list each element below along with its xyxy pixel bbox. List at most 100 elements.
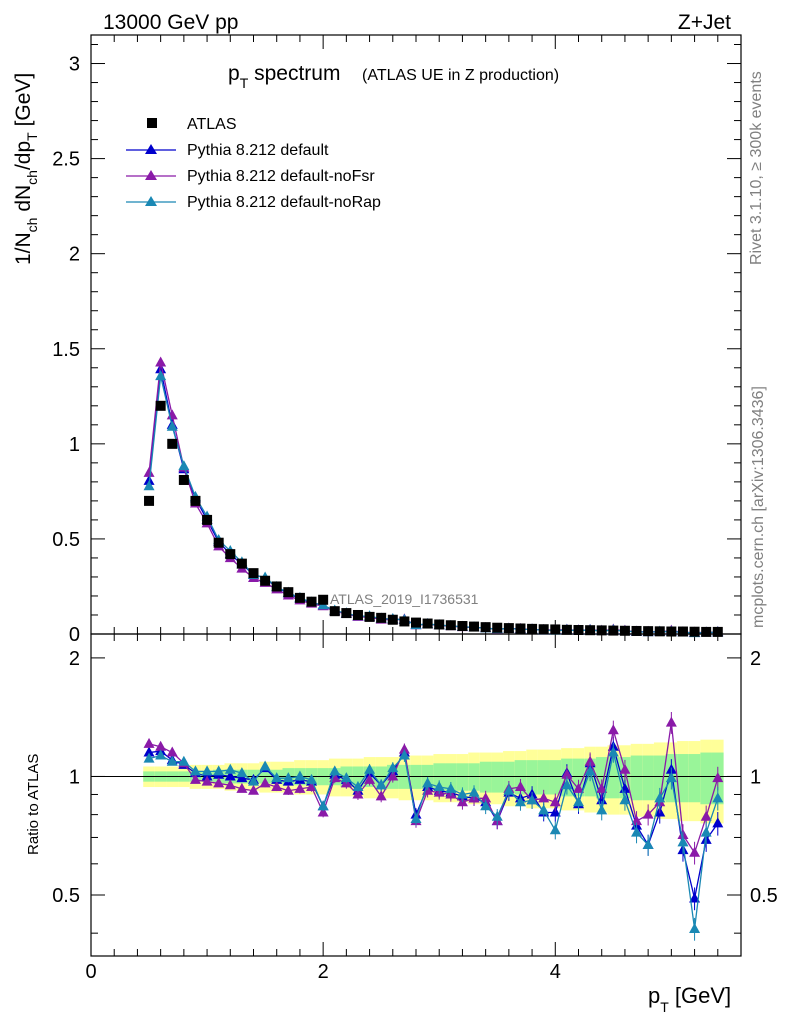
atlas-point — [515, 623, 526, 634]
ratio-point-2 — [677, 836, 689, 847]
ratio-point-2 — [166, 755, 178, 766]
atlas-point — [445, 620, 456, 631]
legend-marker-atlas — [147, 118, 157, 128]
atlas-point — [538, 624, 549, 635]
ratio-point-2 — [398, 749, 410, 760]
ratio-point-1 — [189, 773, 201, 784]
atlas-point — [271, 581, 282, 592]
y-tick-label-main: 0.5 — [52, 529, 80, 551]
atlas-point — [190, 495, 201, 506]
x-tick-label: 0 — [85, 961, 96, 983]
ratio-data-series — [143, 711, 724, 941]
ratio-point-2 — [596, 804, 608, 815]
legend-label-norap: Pythia 8.212 default-noRap — [187, 194, 381, 211]
ratio-point-1 — [224, 779, 236, 790]
atlas-point — [144, 495, 155, 506]
ratio-point-2 — [538, 804, 550, 815]
main-point-2 — [178, 460, 190, 471]
ratio-point-1 — [538, 792, 550, 803]
ratio-point-2 — [317, 800, 329, 811]
atlas-point — [689, 626, 700, 637]
ratio-point-2 — [155, 749, 167, 760]
ratio-band-green — [433, 763, 446, 791]
ratio-point-2 — [503, 784, 515, 795]
ratio-point-2 — [306, 773, 318, 784]
ratio-point-1 — [236, 782, 248, 793]
ratio-point-2 — [607, 746, 619, 757]
ratio-band-green — [653, 755, 666, 801]
ratio-point-1 — [282, 784, 294, 795]
ratio-point-1 — [607, 724, 619, 735]
atlas-point — [492, 622, 503, 633]
atlas-point — [561, 624, 572, 635]
ratio-y-axis-label: Ratio to ATLAS — [25, 754, 42, 855]
atlas-point — [480, 622, 491, 633]
ratio-point-2 — [271, 772, 283, 783]
ratio-point-2 — [631, 826, 643, 837]
atlas-point — [503, 623, 514, 634]
ratio-point-2 — [352, 781, 364, 792]
ratio-point-2 — [387, 762, 399, 773]
atlas-point — [677, 626, 688, 637]
ratio-point-0 — [549, 806, 561, 817]
ratio-point-1 — [712, 772, 724, 783]
x-tick-label: 4 — [550, 961, 561, 983]
ratio-point-2 — [526, 794, 538, 805]
ratio-point-2 — [689, 922, 701, 933]
atlas-point — [399, 616, 410, 627]
ratio-point-2 — [619, 794, 631, 805]
ratio-band-green — [630, 755, 643, 801]
atlas-point — [318, 594, 329, 605]
ratio-point-2 — [480, 800, 492, 811]
ratio-point-2 — [410, 812, 422, 823]
atlas-point — [294, 592, 305, 603]
ratio-point-1 — [398, 743, 410, 754]
atlas-point — [654, 626, 665, 637]
atlas-point — [585, 625, 596, 636]
atlas-point — [712, 626, 723, 637]
ratio-band-green — [595, 757, 608, 799]
rivet-label: Rivet 3.1.10, ≥ 300k events — [748, 71, 765, 265]
ratio-point-2 — [665, 772, 677, 783]
ratio-point-2 — [236, 767, 248, 778]
y-tick-label-main: 2 — [69, 244, 80, 266]
source-label: mcplots.cern.ch [arXiv:1306.3436] — [750, 386, 767, 628]
ratio-band-green — [700, 752, 712, 805]
ratio-point-2 — [224, 763, 236, 774]
ratio-point-2 — [329, 765, 341, 776]
atlas-point — [155, 400, 166, 411]
atlas-point — [306, 596, 317, 607]
ratio-band-green — [642, 755, 654, 801]
legend-marker-default — [145, 144, 157, 154]
ratio-point-1 — [689, 846, 701, 857]
process-label: Z+Jet — [678, 11, 731, 34]
atlas-point — [376, 612, 387, 623]
atlas-point — [202, 514, 213, 525]
y-tick-label-main: 1.5 — [52, 339, 80, 361]
ratio-point-2 — [468, 786, 480, 797]
legend-label-default: Pythia 8.212 default — [187, 142, 329, 159]
ratio-band-green — [514, 760, 527, 795]
ratio-point-2 — [433, 781, 445, 792]
ratio-point-1 — [642, 808, 654, 819]
chart-title-extra: (ATLAS UE in Z production) — [362, 67, 559, 84]
ratio-point-2 — [573, 796, 584, 807]
atlas-point — [643, 626, 654, 637]
atlas-point — [364, 611, 375, 622]
ratio-point-2 — [561, 779, 573, 790]
ratio-point-2 — [213, 765, 225, 776]
atlas-point — [527, 623, 538, 634]
y-tick-label-ratio-left: 2 — [69, 648, 80, 670]
ratio-point-1 — [294, 782, 306, 793]
y-axis-label: 1/Nch dNch/dpT [GeV] — [12, 73, 40, 265]
atlas-point — [608, 625, 619, 636]
atlas-point — [178, 474, 189, 485]
ratio-band-green — [607, 757, 620, 799]
ratio-band-green — [503, 761, 515, 793]
ratio-point-1 — [561, 768, 573, 779]
ratio-band-green — [677, 754, 689, 803]
atlas-point — [352, 609, 363, 620]
ratio-point-1 — [166, 746, 178, 757]
ratio-point-2 — [712, 792, 724, 803]
ratio-point-1 — [514, 781, 526, 792]
